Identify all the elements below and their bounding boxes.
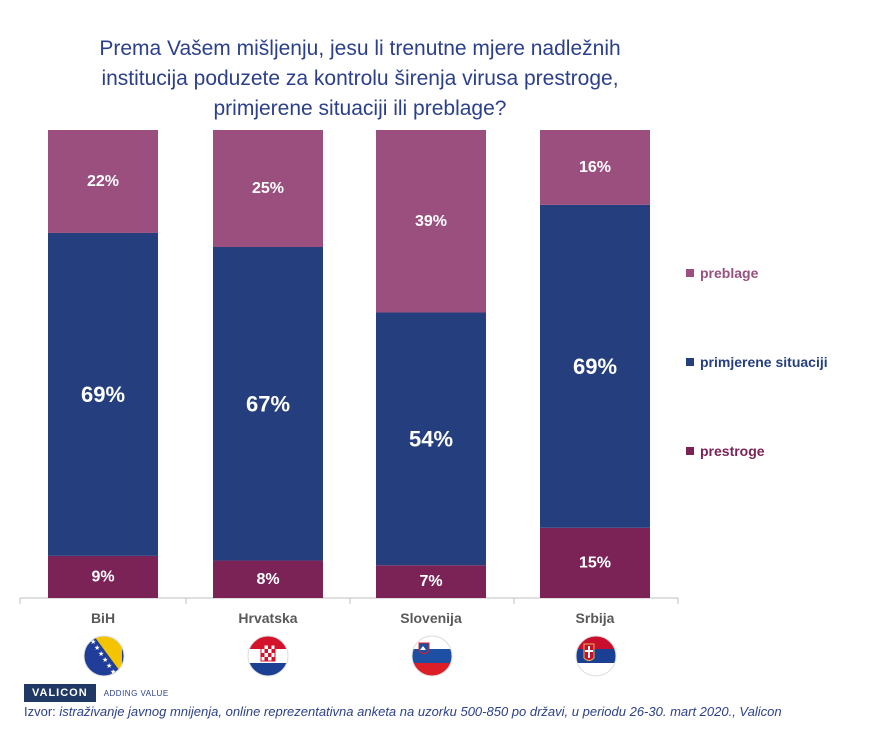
source-note: Izvor: istraživanje javnog mnijenja, onl…	[24, 704, 782, 719]
data-label-prestroge-bih: 9%	[91, 568, 114, 585]
bar-segment-primjerene-situaciji-hrvatska	[213, 247, 323, 561]
legend-item-preblage: preblage	[686, 265, 758, 281]
legend-item-prestroge: prestroge	[686, 443, 765, 459]
valicon-logo: VALICON ADDING VALUE	[24, 684, 169, 702]
legend-label: preblage	[700, 265, 759, 281]
logo-name: VALICON	[24, 684, 96, 702]
bih-flag-icon: ★★★ ★★★	[83, 635, 125, 677]
legend-swatch	[686, 269, 694, 277]
source-text: istraživanje javnog mnijenja, online rep…	[59, 704, 782, 719]
bar-segment-prestroge-srbija	[540, 527, 650, 598]
data-label-primjerene-situaciji-srbija: 69%	[573, 354, 617, 379]
legend-item-primjerene-situaciji: primjerene situaciji	[686, 354, 828, 370]
croatia-flag-icon	[247, 635, 289, 677]
title-line: institucija poduzete za kontrolu širenja…	[101, 67, 619, 90]
slovenia-flag-icon	[411, 635, 453, 677]
legend-label: primjerene situaciji	[700, 354, 828, 370]
data-label-primjerene-situaciji-hrvatska: 67%	[246, 391, 290, 416]
svg-text:★: ★	[94, 644, 100, 652]
x-tick-label-hrvatska: Hrvatska	[238, 610, 298, 626]
data-label-preblage-bih: 22%	[87, 173, 119, 190]
data-label-primjerene-situaciji-slovenija: 54%	[409, 426, 453, 451]
svg-text:★: ★	[110, 668, 116, 676]
x-tick-label-srbija: Srbija	[575, 610, 615, 626]
title-line: Prema Vašem mišljenju, jesu li trenutne …	[99, 37, 621, 60]
bar-segment-preblage-hrvatska	[213, 130, 323, 247]
legend-label: prestroge	[700, 443, 765, 459]
chart-title: Prema Vašem mišljenju, jesu li trenutne …	[40, 34, 680, 124]
bar-segment-primjerene-situaciji-bih	[48, 232, 158, 556]
legend-swatch	[686, 358, 694, 366]
svg-text:★: ★	[98, 650, 104, 658]
bar-segment-preblage-slovenija	[376, 130, 486, 313]
x-tick-label-slovenija: Slovenija	[400, 610, 462, 626]
bar-segment-preblage-bih	[48, 130, 158, 233]
x-tick-label-bih: BiH	[90, 610, 116, 626]
data-label-prestroge-srbija: 15%	[579, 554, 611, 571]
bar-segment-preblage-srbija	[540, 130, 650, 205]
svg-text:★: ★	[106, 662, 112, 670]
bar-segment-prestroge-slovenija	[376, 565, 486, 598]
data-label-preblage-srbija: 16%	[579, 159, 611, 176]
data-label-prestroge-hrvatska: 8%	[256, 571, 279, 588]
svg-text:★: ★	[90, 638, 96, 646]
bar-segment-prestroge-hrvatska	[213, 560, 323, 598]
svg-text:★: ★	[102, 656, 108, 664]
bar-segment-primjerene-situaciji-slovenija	[376, 312, 486, 566]
title-line: primjerene situaciji ili preblage?	[213, 97, 507, 120]
data-label-prestroge-slovenija: 7%	[419, 573, 442, 590]
source-prefix: Izvor:	[24, 704, 60, 719]
logo-tagline: ADDING VALUE	[103, 688, 169, 698]
serbia-flag-icon	[575, 635, 617, 677]
data-label-preblage-slovenija: 39%	[415, 213, 447, 230]
bar-segment-prestroge-bih	[48, 555, 158, 598]
stacked-bar-chart: 9% 69% 22% 8% 67% 25% 7% 54% 39% 15% 69% 16%	[19, 130, 679, 604]
data-label-primjerene-situaciji-bih: 69%	[81, 382, 125, 407]
legend-swatch	[686, 447, 694, 455]
bar-segment-primjerene-situaciji-srbija	[540, 204, 650, 528]
data-label-preblage-hrvatska: 25%	[252, 180, 284, 197]
